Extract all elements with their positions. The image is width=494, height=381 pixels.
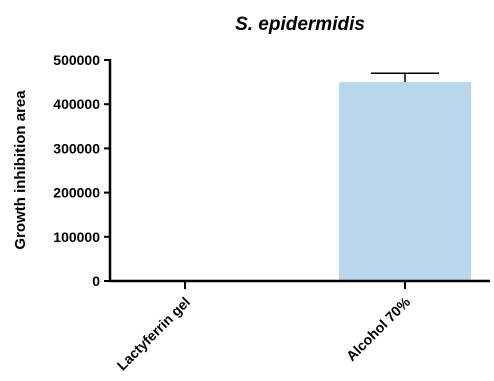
y-tick-label: 300000 [53, 140, 100, 156]
bar [339, 82, 471, 281]
y-tick-label: 500000 [53, 52, 100, 68]
y-tick-label: 200000 [53, 185, 100, 201]
y-axis-label: Growth inhibition area [12, 90, 29, 250]
x-axis-ticks: Lactyferrin gel Alcohol 70% [114, 281, 414, 373]
y-tick-label: 0 [92, 273, 100, 289]
y-axis-ticks: 0 100000 200000 300000 400000 500000 [53, 52, 110, 289]
error-bars [371, 72, 439, 83]
chart-title: S. epidermidis [235, 14, 365, 35]
x-tick-label: Alcohol 70% [343, 293, 414, 364]
y-tick-label: 100000 [53, 229, 100, 245]
bars [339, 82, 471, 281]
y-tick-label: 400000 [53, 96, 100, 112]
x-tick-label: Lactyferrin gel [114, 294, 194, 374]
